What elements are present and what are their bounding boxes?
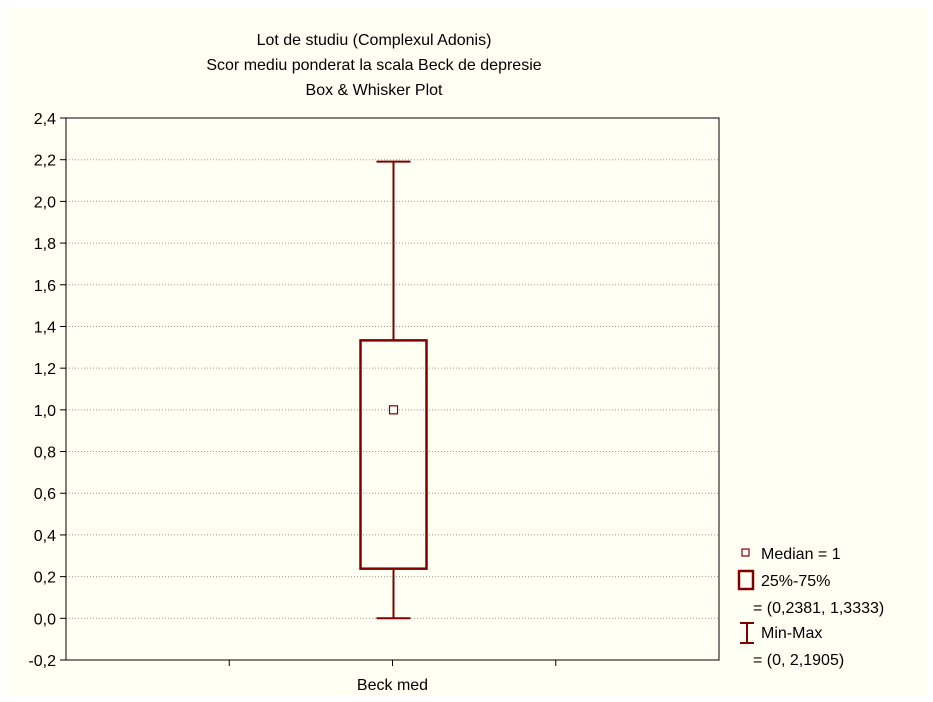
y-tick-label: 2,4 [34, 111, 56, 128]
box-series [359, 160, 428, 620]
chart-canvas: Lot de studiu (Complexul Adonis) Scor me… [6, 8, 928, 696]
y-axis: 2,4 2,2 2,0 1,8 1,6 1,4 1,2 1,0 0,8 0,6 0,4 0,2 0,0 -… [28, 111, 66, 670]
y-tick-label: 2,2 [34, 153, 56, 170]
y-tick-label: 1,8 [34, 236, 56, 253]
x-axis: Beck med [228, 660, 557, 694]
median-marker [388, 405, 399, 415]
y-tick-label: 0,8 [34, 445, 56, 462]
y-tick-label: 0,4 [34, 528, 56, 545]
legend-label: Min-Max [761, 625, 822, 642]
y-tick-label: 0,6 [34, 486, 56, 503]
legend-label: 25%-75% [761, 573, 830, 590]
y-tick-label: 0,0 [34, 611, 56, 628]
y-tick-label: 1,0 [34, 403, 56, 420]
legend-label: = (0, 2,1905) [753, 652, 844, 669]
iqr-box [359, 339, 428, 570]
legend-label: = (0,2381, 1,3333) [753, 600, 884, 617]
legend-box-icon [737, 569, 755, 591]
box-whisker-chart: Lot de studiu (Complexul Adonis) Scor me… [28, 32, 884, 694]
title-line-1: Lot de studiu (Complexul Adonis) [257, 32, 492, 49]
y-tick-label: 1,4 [34, 319, 56, 336]
legend: Median = 1 25%-75% = (0,2381, 1,3333) Min-M… [737, 546, 884, 669]
legend-median-marker [741, 548, 750, 557]
y-tick-label: 2,0 [34, 194, 56, 211]
title-line-3: Box & Whisker Plot [306, 82, 443, 99]
x-tick-label: Beck med [357, 677, 428, 694]
y-tick-label: 1,2 [34, 361, 56, 378]
gridlines [66, 159, 719, 619]
chart-title: Lot de studiu (Complexul Adonis) Scor me… [206, 32, 541, 99]
y-tick-label: 0,2 [34, 570, 56, 587]
legend-label: Median = 1 [761, 546, 841, 563]
title-line-2: Scor mediu ponderat la scala Beck de dep… [206, 57, 541, 74]
y-tick-label: -0,2 [28, 653, 56, 670]
y-tick-label: 1,6 [34, 278, 56, 295]
